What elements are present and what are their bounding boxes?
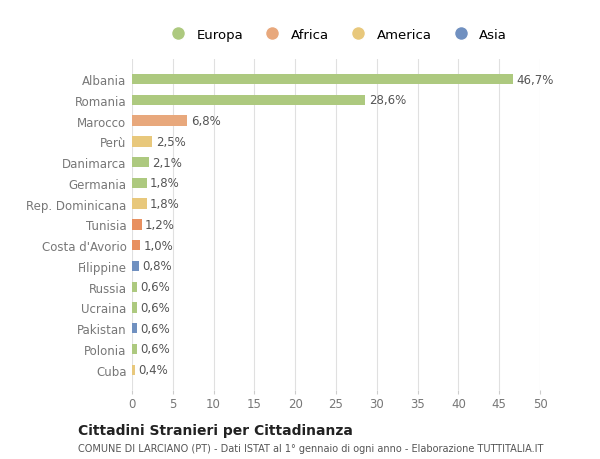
Bar [132, 178, 146, 189]
Bar [132, 137, 152, 147]
Text: 2,5%: 2,5% [155, 135, 185, 149]
Text: 0,6%: 0,6% [140, 280, 170, 294]
Text: 0,6%: 0,6% [140, 322, 170, 335]
Text: 0,6%: 0,6% [140, 343, 170, 356]
Bar [132, 241, 140, 251]
Bar [132, 157, 149, 168]
Text: 6,8%: 6,8% [191, 115, 221, 128]
Text: 46,7%: 46,7% [517, 73, 554, 86]
Legend: Europa, Africa, America, Asia: Europa, Africa, America, Asia [160, 23, 512, 47]
Bar [132, 323, 137, 334]
Bar [132, 116, 187, 127]
Bar [132, 302, 137, 313]
Text: 1,8%: 1,8% [150, 177, 180, 190]
Bar [132, 261, 139, 272]
Text: 0,4%: 0,4% [139, 364, 168, 376]
Bar [132, 344, 137, 354]
Text: 0,8%: 0,8% [142, 260, 172, 273]
Text: 28,6%: 28,6% [368, 94, 406, 107]
Text: 1,2%: 1,2% [145, 218, 175, 231]
Text: COMUNE DI LARCIANO (PT) - Dati ISTAT al 1° gennaio di ogni anno - Elaborazione T: COMUNE DI LARCIANO (PT) - Dati ISTAT al … [78, 443, 544, 453]
Text: 2,1%: 2,1% [152, 156, 182, 169]
Bar [132, 199, 146, 209]
Text: Cittadini Stranieri per Cittadinanza: Cittadini Stranieri per Cittadinanza [78, 423, 353, 437]
Text: 0,6%: 0,6% [140, 301, 170, 314]
Text: 1,0%: 1,0% [143, 239, 173, 252]
Bar [132, 75, 513, 85]
Bar [132, 365, 135, 375]
Bar [132, 95, 365, 106]
Bar [132, 220, 142, 230]
Bar [132, 282, 137, 292]
Text: 1,8%: 1,8% [150, 198, 180, 211]
